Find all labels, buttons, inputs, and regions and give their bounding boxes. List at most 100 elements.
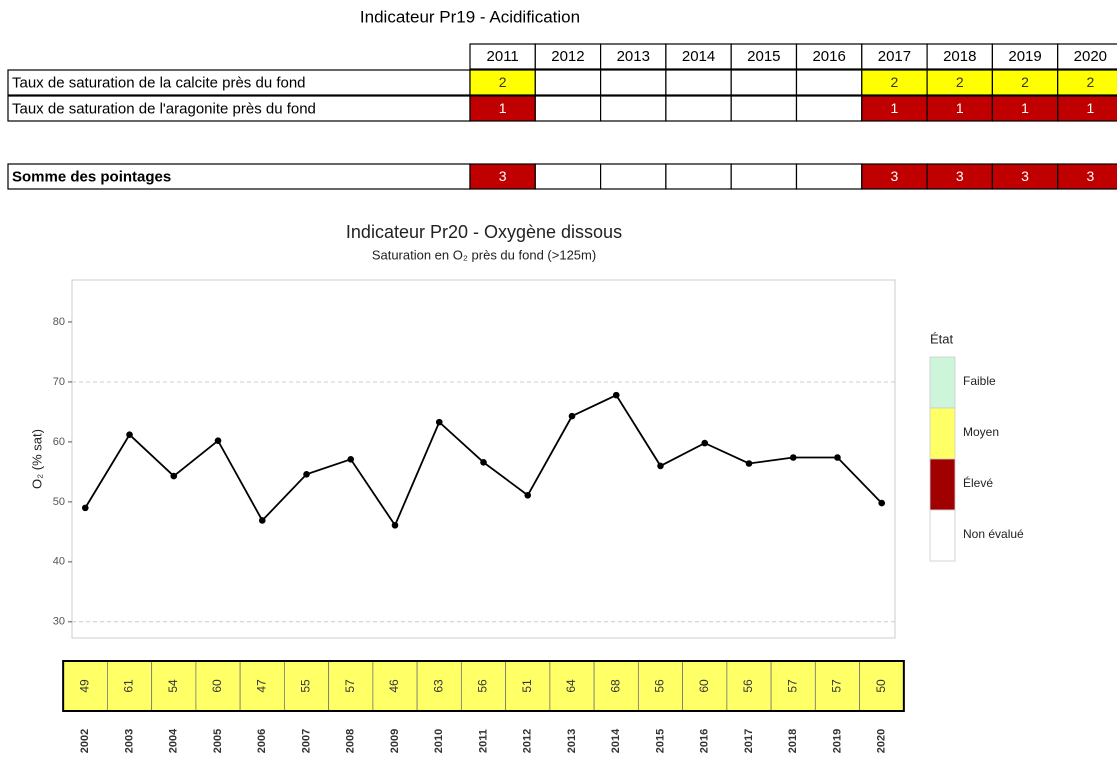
legend-swatch bbox=[929, 356, 956, 409]
header-cell bbox=[730, 43, 798, 70]
score-cell bbox=[795, 163, 863, 190]
strip-cell bbox=[505, 660, 551, 712]
row-label: Taux de saturation de l'aragonite près d… bbox=[12, 100, 316, 117]
strip-label: 49 bbox=[77, 679, 91, 693]
strip-label: 57 bbox=[830, 679, 844, 693]
strip-label: 57 bbox=[785, 679, 799, 693]
strip-cell bbox=[106, 660, 153, 712]
data-point bbox=[524, 491, 532, 499]
score-label: 1 bbox=[956, 100, 964, 116]
legend-label: Non évalué bbox=[963, 527, 1024, 541]
score-label: 1 bbox=[1021, 100, 1029, 116]
score-cell bbox=[730, 163, 798, 190]
column-header: 2013 bbox=[617, 48, 650, 65]
score-cell bbox=[730, 69, 798, 96]
data-point bbox=[435, 418, 443, 426]
x-tick-label: 2009 bbox=[389, 729, 401, 753]
column-header: 2014 bbox=[682, 48, 715, 65]
score-cell bbox=[861, 95, 928, 122]
score-label: 2 bbox=[1021, 74, 1029, 90]
data-point bbox=[81, 504, 89, 512]
score-cell bbox=[469, 163, 536, 190]
data-point bbox=[789, 454, 797, 461]
x-tick-label: 2017 bbox=[743, 729, 755, 753]
strip-label: 51 bbox=[520, 679, 534, 693]
strip-label: 55 bbox=[299, 679, 313, 693]
column-header: 2019 bbox=[1008, 48, 1041, 65]
score-cell bbox=[1057, 69, 1117, 96]
column-header: 2011 bbox=[487, 48, 519, 65]
score-cell bbox=[1057, 163, 1117, 190]
score-cell bbox=[469, 95, 536, 122]
x-tick-label: 2010 bbox=[433, 729, 445, 753]
legend-label: Faible bbox=[963, 374, 996, 388]
legend-swatch bbox=[929, 458, 956, 511]
strip-label: 54 bbox=[166, 679, 180, 693]
header-cell bbox=[991, 43, 1059, 70]
x-tick-label: 2006 bbox=[256, 729, 268, 753]
column-header: 2012 bbox=[551, 48, 584, 65]
strip-cell bbox=[239, 660, 285, 712]
y-tick-label: 70 bbox=[53, 376, 65, 388]
column-header: 2018 bbox=[943, 48, 976, 65]
strip-label: 68 bbox=[608, 679, 622, 693]
score-label: 2 bbox=[891, 74, 899, 90]
strip-border bbox=[62, 660, 905, 712]
header-cell bbox=[795, 43, 863, 70]
score-cell bbox=[534, 69, 602, 96]
score-cell bbox=[665, 163, 732, 190]
data-point bbox=[391, 521, 399, 529]
y-tick-label: 50 bbox=[53, 496, 65, 508]
chart-subtitle: Saturation en O₂ près du fond (>125m) bbox=[372, 247, 596, 262]
data-point bbox=[701, 439, 709, 447]
score-label: 1 bbox=[1086, 100, 1094, 116]
strip-cell bbox=[814, 660, 861, 712]
x-tick-label: 2016 bbox=[699, 729, 711, 753]
y-tick-label: 80 bbox=[53, 316, 65, 328]
header-cell bbox=[599, 43, 667, 70]
data-point bbox=[258, 517, 266, 524]
score-label: 3 bbox=[1086, 168, 1094, 184]
legend-label: Élevé bbox=[963, 475, 993, 490]
row-label: Somme des pointages bbox=[12, 168, 171, 185]
score-label: 3 bbox=[956, 168, 964, 184]
data-point bbox=[612, 391, 620, 399]
strip-label: 56 bbox=[653, 679, 667, 693]
score-label: 1 bbox=[499, 100, 507, 116]
strip-label: 60 bbox=[697, 679, 711, 693]
data-point bbox=[657, 462, 664, 470]
row-label-cell bbox=[7, 69, 471, 96]
data-point bbox=[303, 470, 310, 478]
row-label-cell bbox=[7, 95, 471, 122]
score-cell bbox=[795, 95, 863, 122]
x-tick-label: 2002 bbox=[79, 729, 91, 753]
column-header: 2017 bbox=[878, 48, 911, 65]
strip-cell bbox=[549, 660, 595, 712]
score-cell bbox=[991, 69, 1059, 96]
strip-cell bbox=[637, 660, 684, 712]
header-cell bbox=[1057, 43, 1117, 70]
column-header: 2016 bbox=[812, 48, 845, 65]
strip-label: 50 bbox=[874, 679, 888, 693]
score-cell bbox=[991, 163, 1059, 190]
x-tick-label: 2012 bbox=[522, 729, 534, 753]
header-cell bbox=[926, 43, 993, 70]
x-tick-label: 2003 bbox=[123, 729, 135, 753]
data-point bbox=[170, 472, 178, 480]
score-cell bbox=[991, 95, 1059, 122]
legend-swatch bbox=[929, 407, 956, 460]
strip-label: 46 bbox=[387, 679, 401, 693]
score-cell bbox=[599, 163, 667, 190]
legend-title: État bbox=[930, 331, 954, 346]
score-cell bbox=[534, 163, 602, 190]
score-cell bbox=[861, 69, 928, 96]
data-point bbox=[568, 412, 576, 420]
score-cell bbox=[469, 69, 536, 96]
data-point bbox=[834, 454, 841, 461]
strip-label: 61 bbox=[122, 679, 136, 693]
row-label-cell bbox=[7, 163, 471, 190]
data-point bbox=[745, 460, 753, 467]
x-tick-label: 2008 bbox=[345, 729, 357, 753]
score-cell bbox=[795, 69, 863, 96]
header-cell bbox=[861, 43, 928, 70]
